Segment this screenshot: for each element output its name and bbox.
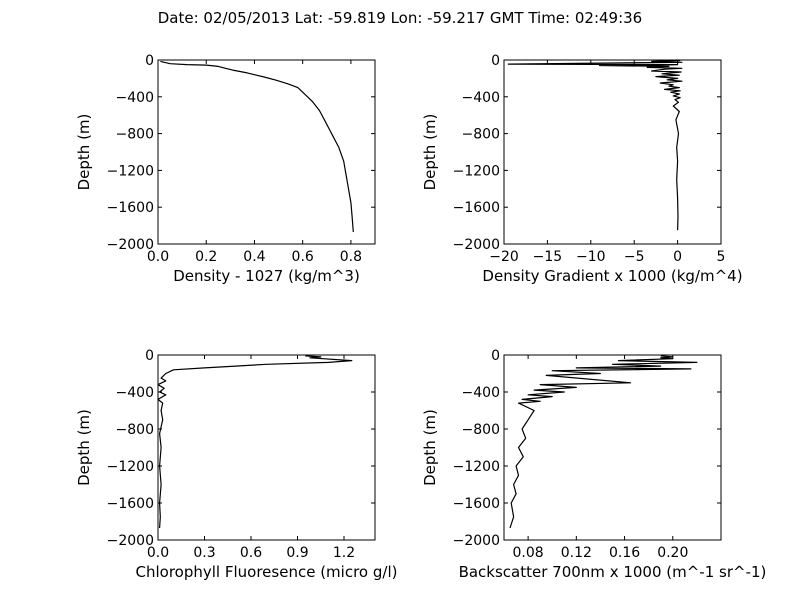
y-tick-label: −800: [116, 422, 154, 438]
x-tick-label: 0.8: [340, 249, 362, 265]
x-tick-label: 0.6: [240, 545, 262, 561]
y-tick-label: −800: [116, 127, 154, 143]
y-tick-label: −1600: [453, 200, 500, 216]
y-tick-label: −400: [116, 385, 154, 401]
y-tick-label: −800: [462, 127, 500, 143]
y-tick-label: −400: [462, 385, 500, 401]
x-axis-label: Density - 1027 (kg/m^3): [173, 267, 360, 285]
x-tick-label: −10: [576, 249, 606, 265]
x-tick-label: −20: [489, 249, 519, 265]
x-axis-label: Density Gradient x 1000 (kg/m^4): [482, 267, 742, 285]
y-tick-label: −800: [462, 422, 500, 438]
x-tick-label: −15: [533, 249, 563, 265]
figure-title: Date: 02/05/2013 Lat: -59.819 Lon: -59.2…: [158, 9, 642, 27]
axes-frame: [503, 59, 722, 245]
y-tick-label: 0: [491, 348, 500, 364]
subplot-4: 0.08 0.12 0.16 0.20 0 −400 −800 −1200 −1600 −2000…: [421, 348, 766, 581]
y-tick-label: −2000: [453, 533, 500, 549]
y-tick-label: −1200: [107, 459, 154, 475]
y-tick-label: −400: [462, 90, 500, 106]
x-tick-label: 0.20: [657, 545, 688, 561]
axes-frame: [157, 354, 376, 541]
y-tick-label: −2000: [107, 533, 154, 549]
x-tick-label: 0.3: [193, 545, 215, 561]
x-tick-label: 0.08: [513, 545, 544, 561]
x-tick-label: 0.12: [561, 545, 592, 561]
x-tick-label: −5: [624, 249, 645, 265]
series-line: [509, 355, 698, 529]
subplot-1: 0.0 0.2 0.4 0.6 0.8 0 −400 −800 −1200 −1600 −2000 D…: [75, 53, 376, 285]
y-tick-label: 0: [145, 53, 154, 69]
y-tick-label: 0: [145, 348, 154, 364]
x-tick-label: 0.2: [195, 249, 217, 265]
subplot-grid: 0.0 0.2 0.4 0.6 0.80−400−800−1200−1600−2000D…: [75, 53, 766, 581]
x-tick-label: 1.2: [333, 545, 355, 561]
x-tick-label: 0.16: [609, 545, 640, 561]
y-tick-label: −1200: [453, 459, 500, 475]
y-tick-label: −1600: [107, 496, 154, 512]
x-axis-label: Backscatter 700nm x 1000 (m^-1 sr^-1): [459, 563, 767, 581]
subplot-2: −20 −15 −10 −5 0 5 0 −400 −800 −1200 −1600 −2000 Den…: [421, 53, 743, 285]
axes-frame: [503, 354, 722, 541]
y-tick-label: −2000: [453, 237, 500, 253]
y-axis-label: Depth (m): [421, 114, 439, 191]
y-axis-label: Depth (m): [75, 409, 93, 486]
series-line: [157, 355, 353, 529]
y-tick-label: −400: [116, 90, 154, 106]
y-tick-label: −1200: [107, 163, 154, 179]
axes-frame: [157, 59, 376, 245]
x-tick-label: 0.0: [147, 545, 169, 561]
x-tick-label: 0.0: [147, 249, 169, 265]
y-tick-label: −1600: [107, 200, 154, 216]
x-axis-label: Chlorophyll Fluoresence (micro g/l): [136, 563, 398, 581]
y-tick-label: −2000: [107, 237, 154, 253]
y-tick-label: 0: [491, 53, 500, 69]
y-axis-label: Depth (m): [75, 114, 93, 191]
subplot-3: 0.0 0.3 0.6 0.9 1.2 0 −400 −800 −1200 −1600 −2000 C…: [75, 348, 397, 581]
x-tick-label: 5: [717, 249, 726, 265]
y-axis-label: Depth (m): [421, 409, 439, 486]
series-line: [507, 59, 683, 231]
x-tick-label: 0.9: [286, 545, 308, 561]
y-tick-label: −1600: [453, 496, 500, 512]
x-tick-label: 0.4: [243, 249, 265, 265]
x-tick-label: 0.6: [292, 249, 314, 265]
y-tick-label: −1200: [453, 163, 500, 179]
series-line: [160, 60, 354, 233]
x-tick-label: 0: [673, 249, 682, 265]
